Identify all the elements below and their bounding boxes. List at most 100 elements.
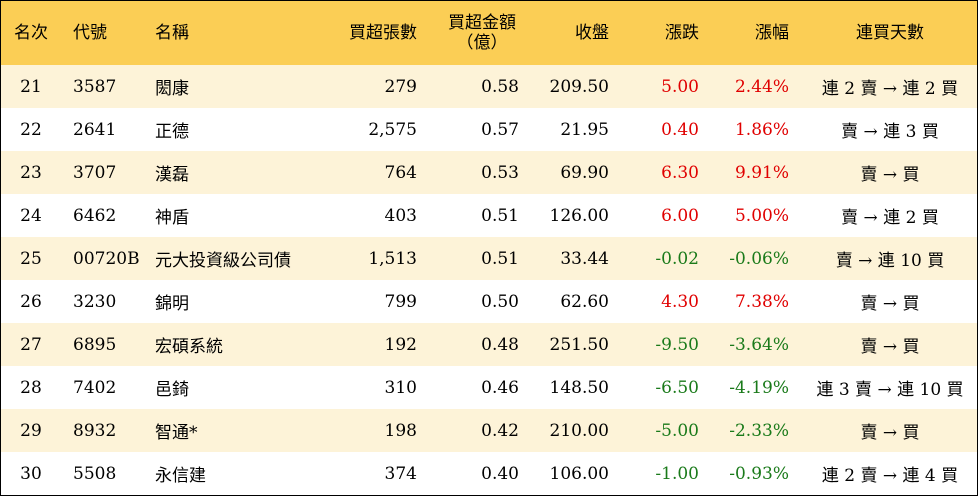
cell-close: 126.00 bbox=[549, 205, 609, 226]
header-change-pct: 漲幅 bbox=[755, 23, 789, 43]
header-net-buy-amount-line2: （億） bbox=[456, 33, 508, 53]
table-row: 28 7402 邑錡 310 0.46 148.50 -6.50 -4.19% 連 3 賣 → … bbox=[1, 366, 977, 409]
cell-streak: 賣 → 連 3 買 bbox=[841, 122, 939, 142]
cell-name: 智通* bbox=[155, 423, 198, 443]
cell-name: 神盾 bbox=[155, 208, 189, 228]
cell-name: 漢磊 bbox=[155, 165, 189, 185]
cell-net-buy-shares: 403 bbox=[384, 205, 417, 226]
cell-code: 5508 bbox=[73, 463, 117, 484]
cell-net-buy-amount: 0.57 bbox=[481, 119, 519, 140]
cell-change-pct: 1.86% bbox=[734, 119, 789, 140]
cell-name: 永信建 bbox=[155, 466, 206, 486]
header-net-buy-amount-line1: 買超金額 bbox=[448, 13, 516, 33]
cell-close: 69.90 bbox=[560, 162, 609, 183]
header-rank: 名次 bbox=[14, 23, 48, 43]
cell-net-buy-amount: 0.53 bbox=[481, 162, 519, 183]
cell-code: 6462 bbox=[73, 205, 117, 226]
cell-change: 6.30 bbox=[661, 162, 699, 183]
cell-close: 33.44 bbox=[560, 248, 609, 269]
cell-net-buy-shares: 310 bbox=[384, 377, 417, 398]
header-name: 名稱 bbox=[155, 23, 189, 43]
cell-close: 209.50 bbox=[549, 76, 609, 97]
cell-code: 6895 bbox=[73, 334, 117, 355]
table-row: 26 3230 錦明 799 0.50 62.60 4.30 7.38% 賣 → 買 bbox=[1, 280, 977, 323]
cell-net-buy-amount: 0.48 bbox=[481, 334, 519, 355]
cell-code: 3230 bbox=[73, 291, 117, 312]
cell-name: 元大投資級公司債 bbox=[155, 251, 291, 271]
cell-net-buy-shares: 374 bbox=[384, 463, 417, 484]
cell-streak: 賣 → 買 bbox=[860, 165, 920, 185]
table-row: 30 5508 永信建 374 0.40 106.00 -1.00 -0.93% 連 2 賣 →… bbox=[1, 452, 977, 495]
cell-code: 00720B bbox=[73, 248, 140, 269]
cell-net-buy-shares: 279 bbox=[384, 76, 417, 97]
cell-net-buy-amount: 0.50 bbox=[481, 291, 519, 312]
table-row: 23 3707 漢磊 764 0.53 69.90 6.30 9.91% 賣 → 買 bbox=[1, 151, 977, 194]
cell-streak: 賣 → 買 bbox=[860, 423, 920, 443]
cell-rank: 30 bbox=[20, 463, 42, 484]
cell-change: 0.40 bbox=[661, 119, 699, 140]
header-code: 代號 bbox=[73, 23, 107, 43]
cell-change: 4.30 bbox=[661, 291, 699, 312]
table-body: 21 3587 閎康 279 0.58 209.50 5.00 2.44% 連 2 賣 → 連 … bbox=[1, 65, 977, 495]
cell-name: 錦明 bbox=[155, 294, 189, 314]
cell-rank: 25 bbox=[20, 248, 42, 269]
cell-code: 3707 bbox=[73, 162, 117, 183]
cell-net-buy-amount: 0.51 bbox=[481, 248, 519, 269]
cell-streak: 賣 → 連 10 買 bbox=[835, 251, 945, 271]
header-streak: 連買天數 bbox=[856, 23, 924, 43]
cell-name: 正德 bbox=[155, 122, 189, 142]
table-row: 25 00720B 元大投資級公司債 1,513 0.51 33.44 -0.02 -0.06… bbox=[1, 237, 977, 280]
table-row: 21 3587 閎康 279 0.58 209.50 5.00 2.44% 連 2 賣 → 連 … bbox=[1, 65, 977, 108]
table-row: 22 2641 正德 2,575 0.57 21.95 0.40 1.86% 賣 → 連 3 買 bbox=[1, 108, 977, 151]
cell-streak: 連 3 賣 → 連 10 買 bbox=[816, 380, 964, 400]
cell-rank: 22 bbox=[20, 119, 42, 140]
header-close: 收盤 bbox=[575, 23, 609, 43]
cell-close: 21.95 bbox=[560, 119, 609, 140]
header-change: 漲跌 bbox=[665, 23, 699, 43]
cell-streak: 賣 → 買 bbox=[860, 294, 920, 314]
cell-net-buy-amount: 0.46 bbox=[481, 377, 519, 398]
cell-change: -0.02 bbox=[655, 248, 699, 269]
cell-code: 3587 bbox=[73, 76, 117, 97]
cell-change-pct: -2.33% bbox=[729, 420, 789, 441]
cell-change-pct: 2.44% bbox=[734, 76, 789, 97]
cell-change-pct: 7.38% bbox=[734, 291, 789, 312]
table-row: 27 6895 宏碩系統 192 0.48 251.50 -9.50 -3.64% 賣 → 買 bbox=[1, 323, 977, 366]
cell-rank: 21 bbox=[20, 76, 42, 97]
cell-name: 宏碩系統 bbox=[155, 337, 223, 357]
header-net-buy-shares: 買超張數 bbox=[349, 23, 417, 43]
cell-change-pct: 9.91% bbox=[734, 162, 789, 183]
cell-change-pct: -4.19% bbox=[729, 377, 789, 398]
cell-close: 106.00 bbox=[549, 463, 609, 484]
cell-net-buy-amount: 0.40 bbox=[481, 463, 519, 484]
cell-close: 251.50 bbox=[549, 334, 609, 355]
cell-change: -6.50 bbox=[655, 377, 699, 398]
table-row: 29 8932 智通* 198 0.42 210.00 -5.00 -2.33% 賣 → 買 bbox=[1, 409, 977, 452]
header-row: 名次 代號 名稱 買超張數 買超金額 （億） 收盤 漲跌 漲幅 連買天數 bbox=[1, 1, 977, 65]
cell-net-buy-shares: 198 bbox=[384, 420, 417, 441]
cell-streak: 賣 → 連 2 買 bbox=[841, 208, 939, 228]
cell-rank: 28 bbox=[20, 377, 42, 398]
cell-net-buy-shares: 2,575 bbox=[368, 119, 417, 140]
cell-change: -5.00 bbox=[655, 420, 699, 441]
cell-streak: 賣 → 買 bbox=[860, 337, 920, 357]
header-net-buy-amount: 買超金額 （億） bbox=[431, 1, 533, 65]
cell-net-buy-shares: 192 bbox=[384, 334, 417, 355]
cell-net-buy-amount: 0.58 bbox=[481, 76, 519, 97]
cell-name: 邑錡 bbox=[155, 380, 189, 400]
table-header: 名次 代號 名稱 買超張數 買超金額 （億） 收盤 漲跌 漲幅 連買天數 bbox=[1, 1, 977, 65]
cell-change-pct: -0.06% bbox=[729, 248, 789, 269]
cell-rank: 26 bbox=[20, 291, 42, 312]
cell-close: 62.60 bbox=[560, 291, 609, 312]
cell-rank: 23 bbox=[20, 162, 42, 183]
cell-change: -9.50 bbox=[655, 334, 699, 355]
cell-code: 7402 bbox=[73, 377, 117, 398]
table-row: 24 6462 神盾 403 0.51 126.00 6.00 5.00% 賣 → 連 2 買 bbox=[1, 194, 977, 237]
cell-net-buy-amount: 0.51 bbox=[481, 205, 519, 226]
cell-net-buy-shares: 764 bbox=[384, 162, 417, 183]
cell-change-pct: -3.64% bbox=[729, 334, 789, 355]
cell-net-buy-amount: 0.42 bbox=[481, 420, 519, 441]
cell-rank: 27 bbox=[20, 334, 42, 355]
